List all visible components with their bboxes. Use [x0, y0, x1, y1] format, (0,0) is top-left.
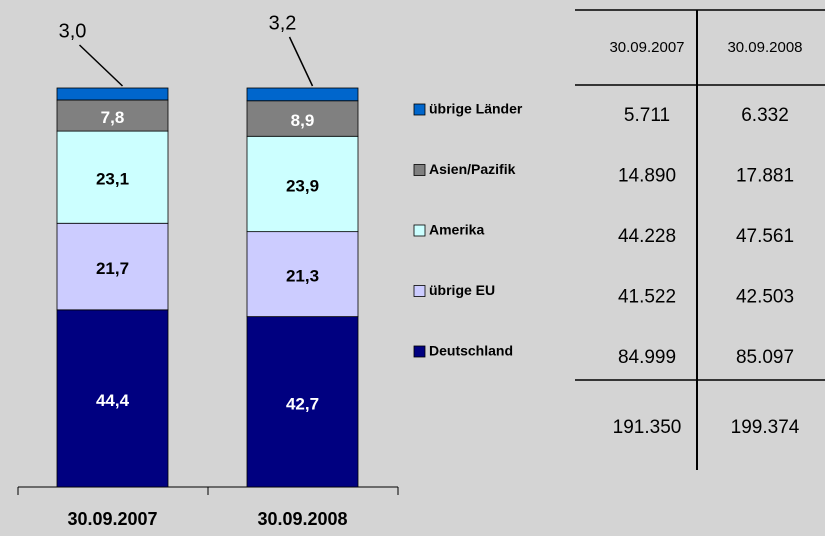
table-cell: 17.881 [736, 166, 794, 187]
leader-line [288, 36, 314, 87]
table-total: 199.374 [731, 417, 800, 438]
x-tick-label: 30.09.2007 [67, 509, 157, 529]
legend-label: Amerika [429, 222, 484, 238]
value-label: 3,2 [269, 12, 297, 34]
bar-segment [246, 316, 359, 488]
value-label: 8,9 [291, 111, 315, 130]
legend-label: Deutschland [429, 343, 513, 359]
bar-segment [56, 87, 169, 101]
bar-segment [56, 309, 169, 488]
value-label: 23,1 [96, 170, 129, 189]
table-cell: 6.332 [741, 105, 789, 126]
value-label: 23,9 [286, 176, 319, 195]
table-cell: 42.503 [736, 287, 794, 308]
value-label: 21,7 [96, 259, 129, 278]
bar-segment [246, 231, 359, 318]
value-label: 21,3 [286, 267, 319, 286]
leader-line [78, 44, 124, 87]
legend-swatch [413, 285, 426, 297]
legend-swatch [413, 103, 426, 116]
bar-segment [56, 222, 169, 311]
value-label: 7,8 [101, 108, 125, 127]
table-header: 30.09.2007 [609, 39, 684, 56]
table-cell: 85.097 [736, 347, 794, 368]
legend-label: übrige EU [429, 282, 495, 298]
table-cell: 47.561 [736, 226, 794, 247]
legend-label: Asien/Pazifik [429, 161, 516, 177]
value-label: 3,0 [59, 20, 87, 42]
bar-segment [246, 100, 359, 137]
table-cell: 84.999 [618, 347, 676, 368]
bar-segment [246, 87, 359, 102]
legend-swatch [413, 164, 426, 176]
table-total: 191.350 [613, 417, 682, 438]
value-label: 44,4 [96, 391, 130, 410]
bar-segment [56, 130, 169, 224]
legend-swatch [413, 345, 426, 358]
legend-label: übrige Länder [429, 101, 523, 117]
bar-segment [56, 99, 169, 132]
value-label: 42,7 [286, 394, 319, 413]
x-tick-label: 30.09.2008 [257, 509, 347, 529]
table-cell: 14.890 [618, 166, 676, 187]
table-cell: 5.711 [624, 105, 670, 126]
table-cell: 44.228 [618, 226, 676, 247]
table-header: 30.09.2008 [727, 39, 802, 56]
table-cell: 41.522 [618, 287, 676, 308]
legend-swatch [413, 224, 426, 237]
